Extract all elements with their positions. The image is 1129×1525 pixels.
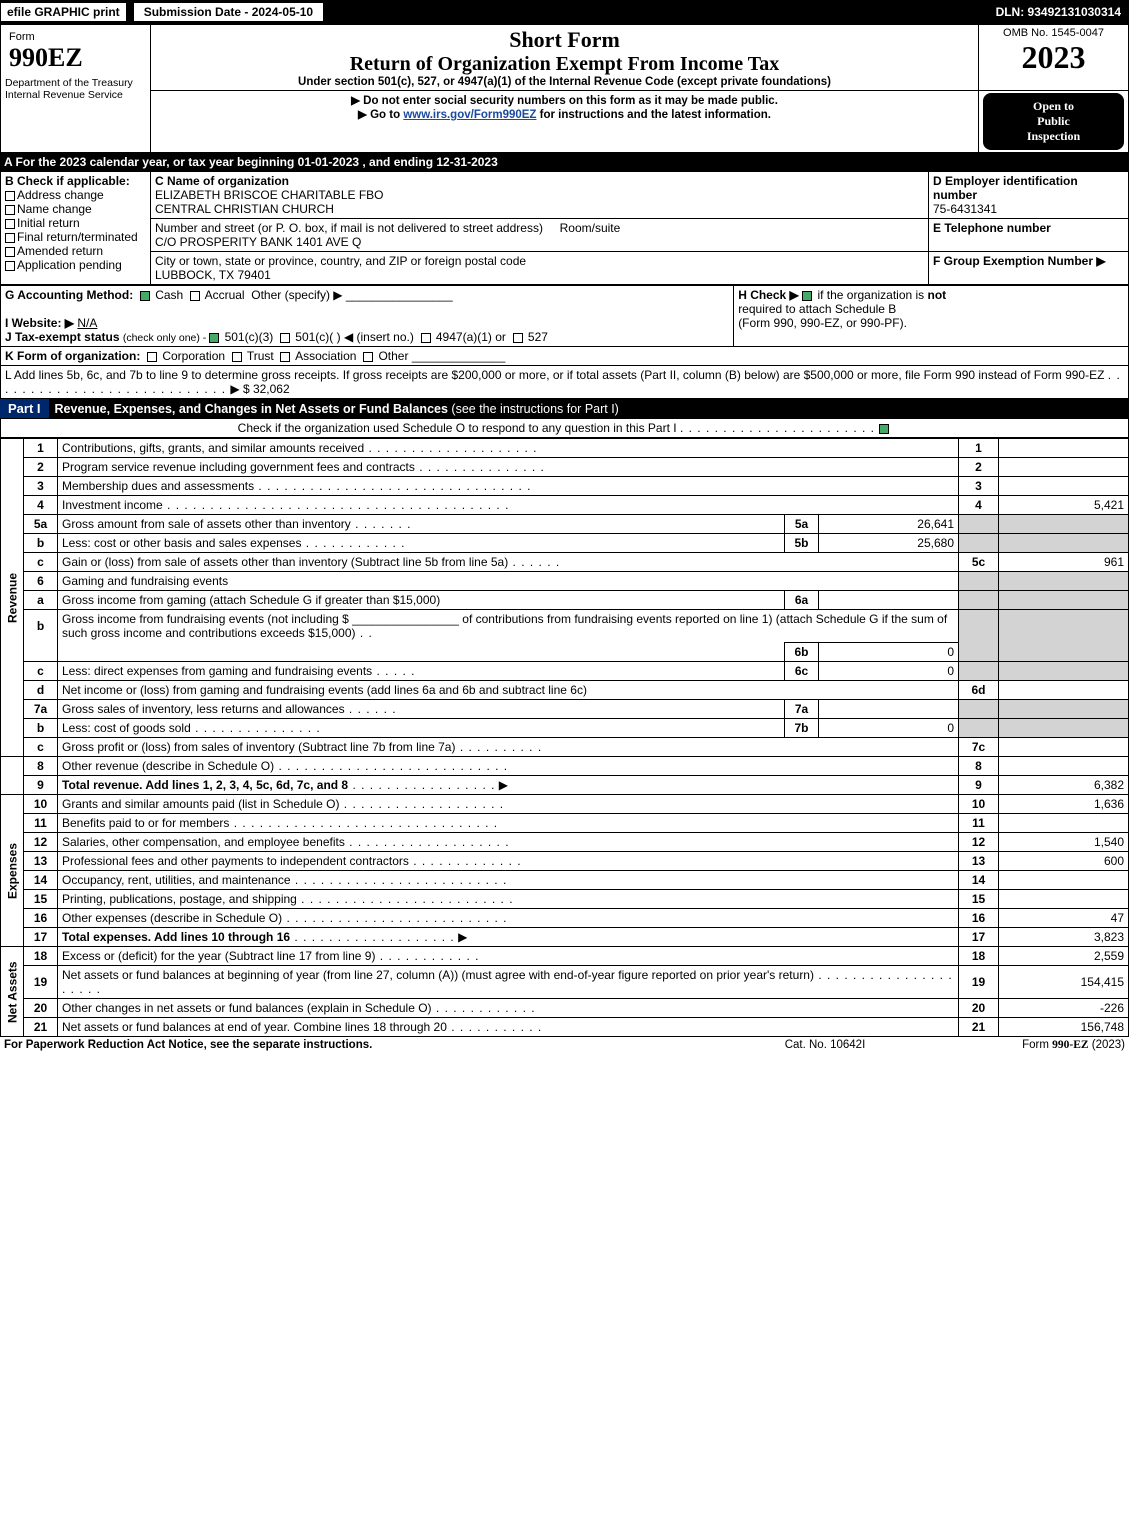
line-5a-value: 26,641 (819, 515, 959, 534)
short-form-title: Short Form (155, 27, 974, 53)
catalog-number: Cat. No. 10642I (725, 1039, 925, 1051)
line-9-value: 6,382 (999, 776, 1129, 795)
note-ssn: ▶ Do not enter social security numbers o… (155, 93, 974, 107)
form-revision: Form 990-EZ (2023) (925, 1039, 1125, 1051)
line-21-value: 156,748 (999, 1018, 1129, 1037)
line-5c-value: 961 (999, 553, 1129, 572)
checkbox-schedule-b[interactable] (802, 291, 812, 301)
line-6b-value: 0 (819, 643, 959, 662)
line-3-value (999, 477, 1129, 496)
section-b-label: B Check if applicable: (5, 174, 130, 188)
org-name: ELIZABETH BRISCOE CHARITABLE FBO CENTRAL… (155, 188, 384, 216)
main-title: Return of Organization Exempt From Incom… (155, 53, 974, 76)
page-footer: For Paperwork Reduction Act Notice, see … (0, 1037, 1129, 1053)
line-6a-value (819, 591, 959, 610)
revenue-label: Revenue (1, 439, 24, 757)
line-6c-value: 0 (819, 662, 959, 681)
top-bar: efile GRAPHIC print Submission Date - 20… (0, 0, 1129, 24)
checkbox-other-org[interactable] (363, 352, 373, 362)
line-7a-value (819, 700, 959, 719)
line-10-value: 1,636 (999, 795, 1129, 814)
checkbox-schedule-o[interactable] (879, 424, 889, 434)
checkbox-corporation[interactable] (147, 352, 157, 362)
misc-info-table: G Accounting Method: Cash Accrual Other … (0, 285, 1129, 399)
section-i-label: I Website: ▶ (5, 316, 74, 330)
checkbox-trust[interactable] (232, 352, 242, 362)
form-number: 990EZ (9, 43, 142, 73)
expenses-label: Expenses (1, 795, 24, 947)
line-20-value: -226 (999, 999, 1129, 1018)
checkbox-initial-return[interactable] (5, 219, 15, 229)
ein-value: 75-6431341 (933, 202, 997, 216)
checkbox-final-return[interactable] (5, 233, 15, 243)
line-2-value (999, 458, 1129, 477)
note-link-line: ▶ Go to www.irs.gov/Form990EZ for instru… (155, 107, 974, 121)
checkbox-4947[interactable] (421, 333, 431, 343)
tax-year: 2023 (983, 39, 1124, 76)
lines-table: Revenue 1 Contributions, gifts, grants, … (0, 438, 1129, 1037)
section-g-label: G Accounting Method: (5, 288, 133, 302)
line-6d-value (999, 681, 1129, 700)
line-11-value (999, 814, 1129, 833)
section-c-label: C Name of organization (155, 174, 289, 188)
checkbox-application-pending[interactable] (5, 261, 15, 271)
department-label: Department of the Treasury Internal Reve… (5, 77, 146, 101)
line-18-value: 2,559 (999, 947, 1129, 966)
line-4-value: 5,421 (999, 496, 1129, 515)
line-5b-value: 25,680 (819, 534, 959, 553)
open-to-public-box: Open to Public Inspection (983, 93, 1124, 150)
checkbox-association[interactable] (280, 352, 290, 362)
section-h-text: H Check ▶ if the organization is not req… (738, 288, 946, 330)
section-a-bar: A For the 2023 calendar year, or tax yea… (0, 153, 1129, 171)
checkbox-address-change[interactable] (5, 191, 15, 201)
section-e-label: E Telephone number (933, 221, 1051, 235)
dln: DLN: 93492131030314 (988, 3, 1129, 21)
subtitle: Under section 501(c), 527, or 4947(a)(1)… (155, 76, 974, 88)
website-value: N/A (77, 316, 97, 330)
net-assets-label: Net Assets (1, 947, 24, 1037)
section-k-label: K Form of organization: (5, 349, 140, 363)
line-8-value (999, 757, 1129, 776)
room-label: Room/suite (560, 221, 621, 235)
efile-label: efile GRAPHIC print (0, 2, 127, 22)
checkbox-501c3[interactable] (209, 333, 219, 343)
paperwork-notice: For Paperwork Reduction Act Notice, see … (4, 1039, 725, 1051)
line-19-value: 154,415 (999, 966, 1129, 999)
irs-link[interactable]: www.irs.gov/Form990EZ (403, 109, 536, 121)
checkbox-accrual[interactable] (190, 291, 200, 301)
schedule-o-note: Check if the organization used Schedule … (238, 421, 677, 435)
form-label: Form (9, 31, 142, 43)
line-16-value: 47 (999, 909, 1129, 928)
line-7c-value (999, 738, 1129, 757)
part-1-header: Part I Revenue, Expenses, and Changes in… (0, 399, 1129, 418)
section-f-label: F Group Exemption Number ▶ (933, 254, 1106, 268)
form-number-block: Form 990EZ (5, 27, 146, 77)
section-l-text: L Add lines 5b, 6c, and 7b to line 9 to … (5, 368, 1104, 382)
line-12-value: 1,540 (999, 833, 1129, 852)
omb-number: OMB No. 1545-0047 (983, 27, 1124, 39)
gross-receipts: ▶ $ 32,062 (230, 382, 289, 396)
line-14-value (999, 871, 1129, 890)
form-header-table: Form 990EZ Department of the Treasury In… (0, 24, 1129, 153)
line-17-value: 3,823 (999, 928, 1129, 947)
submission-date: Submission Date - 2024-05-10 (133, 2, 324, 22)
org-address: C/O PROSPERITY BANK 1401 AVE Q (155, 235, 361, 249)
org-info-table: B Check if applicable: Address change Na… (0, 171, 1129, 285)
checkbox-527[interactable] (513, 333, 523, 343)
line-13-value: 600 (999, 852, 1129, 871)
city-label: City or town, state or province, country… (155, 254, 526, 268)
line-1-value (999, 439, 1129, 458)
addr-label: Number and street (or P. O. box, if mail… (155, 221, 543, 235)
checkbox-name-change[interactable] (5, 205, 15, 215)
checkbox-cash[interactable] (140, 291, 150, 301)
org-city: LUBBOCK, TX 79401 (155, 268, 271, 282)
checkbox-amended-return[interactable] (5, 247, 15, 257)
part-1-tag: Part I (0, 399, 49, 418)
line-15-value (999, 890, 1129, 909)
checkbox-501c[interactable] (280, 333, 290, 343)
part-1-title: Revenue, Expenses, and Changes in Net As… (55, 402, 448, 416)
line-7b-value: 0 (819, 719, 959, 738)
section-j-label: J Tax-exempt status (5, 330, 120, 344)
section-d-label: D Employer identification number (933, 174, 1078, 202)
